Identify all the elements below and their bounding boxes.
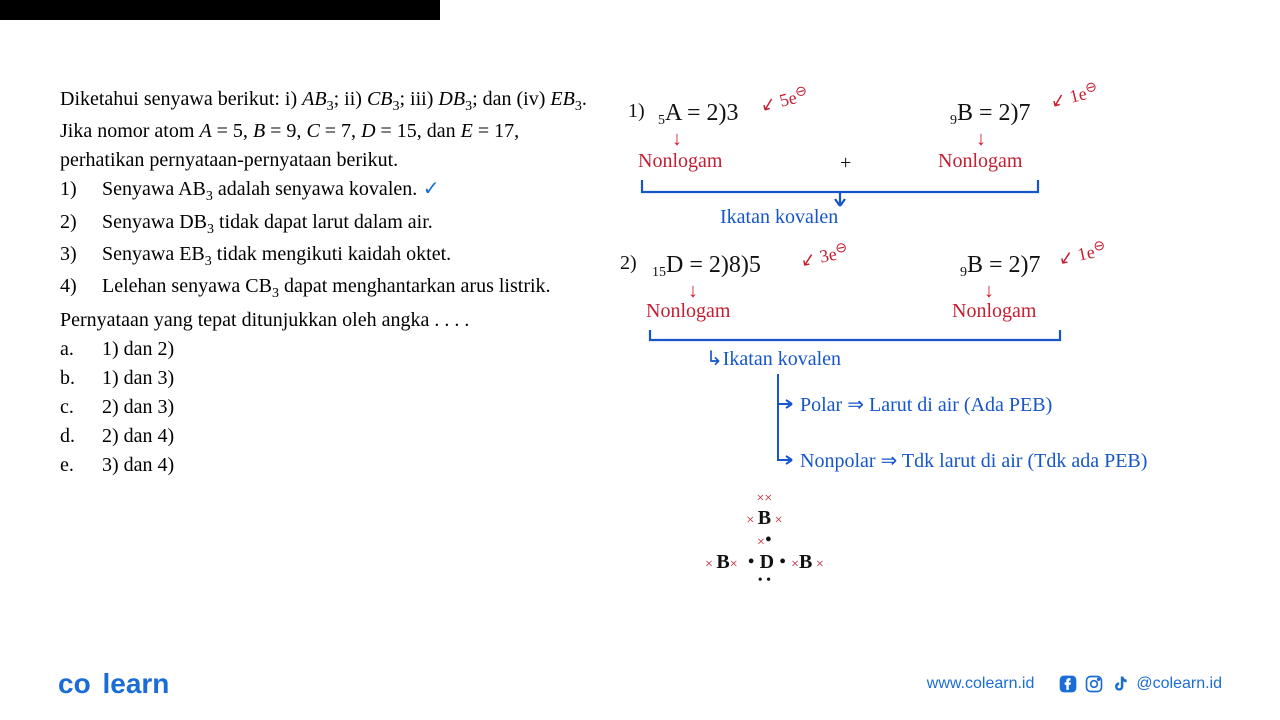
hw-2-D-arrow: ↙ 3e⊖: [798, 239, 850, 272]
hw-2-B-arrow: ↙ 1e⊖: [1056, 237, 1108, 270]
options-list: a.1) dan 2)b.1) dan 3)c.2) dan 3)d.2) da…: [60, 335, 590, 480]
hw-brace-2: [648, 328, 1064, 346]
statements-list: 1)Senyawa AB3 adalah senyawa kovalen. ✓2…: [60, 175, 590, 304]
hw-1-ikatan: Ikatan kovalen: [720, 206, 838, 229]
hw-1-B: 9B = 2)7: [950, 100, 1031, 129]
statement-2: 2)Senyawa DB3 tidak dapat larut dalam ai…: [60, 208, 590, 240]
statement-1: 1)Senyawa AB3 adalah senyawa kovalen. ✓: [60, 175, 590, 207]
hw-1-B-arrow: ↙ 1e⊖: [1048, 78, 1100, 112]
hw-nonpolar: Nonpolar ⇒ Tdk larut di air (Tdk ada PEB…: [800, 448, 1147, 473]
hw-2-nonlogamL: Nonlogam: [646, 300, 730, 323]
statement-3: 3)Senyawa EB3 tidak mengikuti kaidah okt…: [60, 240, 590, 272]
instagram-icon[interactable]: [1084, 674, 1104, 694]
social-icons: @colearn.id: [1058, 674, 1222, 694]
footer: co learn www.colearn.id @colearn.id: [0, 668, 1280, 700]
lewis-structure: ×× × B × ×• × B× • D • ×B × • •: [705, 485, 824, 588]
hw-1-A-arrow: ↙ 5e⊖: [758, 82, 810, 116]
hw-polar: Polar ⇒ Larut di air (Ada PEB): [800, 392, 1052, 417]
statement-4: 4)Lelehan senyawa CB3 dapat menghantarka…: [60, 272, 590, 304]
question-intro: Diketahui senyawa berikut: i) AB3; ii) C…: [60, 85, 590, 175]
question-panel: Diketahui senyawa berikut: i) AB3; ii) C…: [60, 85, 590, 480]
option-e[interactable]: e.3) dan 4): [60, 451, 590, 480]
question-prompt: Pernyataan yang tepat ditunjukkan oleh a…: [60, 306, 590, 335]
top-black-bar: [0, 0, 440, 20]
option-a[interactable]: a.1) dan 2): [60, 335, 590, 364]
footer-url[interactable]: www.colearn.id: [927, 675, 1035, 693]
facebook-icon[interactable]: [1058, 674, 1078, 694]
option-c[interactable]: c.2) dan 3): [60, 393, 590, 422]
hw-2-B: 9B = 2)7: [960, 252, 1041, 281]
logo: co learn: [58, 668, 169, 700]
hw-2-D: 15D = 2)8)5: [652, 252, 761, 281]
hw-2-ikatan: ↳Ikatan kovalen: [706, 346, 841, 371]
hw-1-A: 5A = 2)3: [658, 100, 739, 129]
hw-1-B-down: ↓: [976, 128, 986, 151]
hw-branch: [774, 374, 798, 474]
hw-1-nonlogamL: Nonlogam: [638, 150, 722, 173]
hw-2-num: 2): [620, 252, 637, 275]
hw-brace-1: [640, 178, 1040, 212]
check-icon: ✓: [417, 178, 439, 200]
option-d[interactable]: d.2) dan 4): [60, 422, 590, 451]
hw-2-nonlogamR: Nonlogam: [952, 300, 1036, 323]
hw-1-A-down: ↓: [672, 128, 682, 151]
footer-handle: @colearn.id: [1136, 675, 1222, 693]
hw-1-plus: +: [840, 152, 851, 175]
option-b[interactable]: b.1) dan 3): [60, 364, 590, 393]
hw-1-num: 1): [628, 100, 645, 123]
hw-1-nonlogamR: Nonlogam: [938, 150, 1022, 173]
tiktok-icon[interactable]: [1110, 674, 1130, 694]
